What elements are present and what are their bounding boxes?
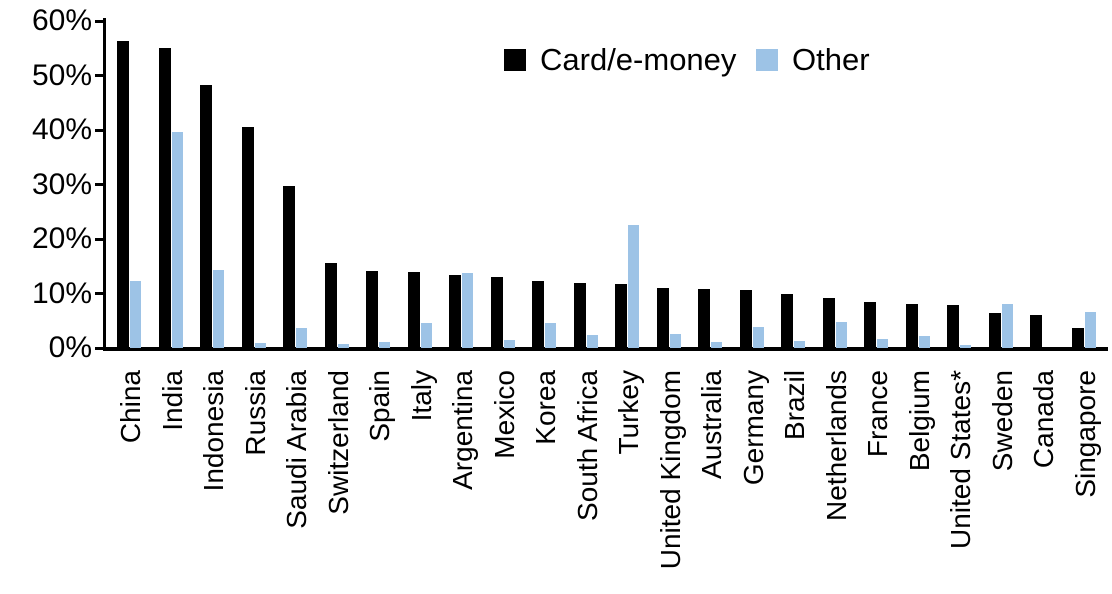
legend-label-card-e-money: Card/e-money — [540, 42, 737, 77]
y-axis-tick-label-40: 40% — [31, 113, 92, 146]
bar-other-china — [130, 280, 141, 348]
bar-card-e-money-saudi-arabia — [283, 185, 295, 348]
x-axis-category-label-korea: Korea — [530, 370, 561, 445]
x-axis-category-label-south-africa: South Africa — [571, 370, 603, 521]
y-axis-tick-mark — [95, 237, 104, 241]
bar-other-united-states — [960, 345, 971, 348]
y-axis-tick-label-0: 0% — [48, 331, 92, 364]
bar-other-germany — [752, 326, 764, 348]
bar-card-e-money-brazil — [781, 293, 793, 348]
bar-card-e-money-india — [158, 48, 171, 348]
bar-other-south-africa — [586, 334, 598, 348]
bar-other-india — [171, 132, 183, 348]
bar-other-spain — [379, 342, 390, 348]
bar-card-e-money-china — [117, 41, 129, 348]
x-axis-category-label-sweden: Sweden — [986, 370, 1018, 472]
bar-card-e-money-sweden — [988, 312, 1001, 348]
y-axis-line — [103, 18, 106, 351]
bar-card-e-money-mexico — [490, 277, 503, 348]
y-axis-tick-mark — [95, 128, 104, 132]
x-axis-category-label-mexico: Mexico — [488, 370, 520, 459]
legend-label-other: Other — [792, 42, 870, 77]
bar-card-e-money-netherlands — [822, 297, 835, 348]
bar-card-e-money-italy — [407, 271, 420, 348]
y-axis-tick-mark — [95, 346, 104, 350]
x-axis-category-label-united-kingdom: United Kingdom — [654, 370, 686, 570]
bar-other-argentina — [462, 273, 473, 348]
x-axis-category-label-france: France — [862, 370, 893, 458]
bar-other-turkey — [628, 224, 639, 348]
x-axis-category-label-switzerland: Switzerland — [322, 370, 354, 515]
bar-card-e-money-canada — [1030, 315, 1042, 348]
bar-card-e-money-spain — [366, 271, 378, 348]
x-axis-category-label-turkey: Turkey — [613, 370, 644, 455]
x-axis-category-label-brazil: Brazil — [779, 370, 810, 441]
x-axis-category-label-russia: Russia — [239, 370, 271, 456]
y-axis-tick-mark — [95, 19, 104, 23]
bar-card-e-money-belgium — [905, 303, 918, 348]
bar-card-e-money-south-africa — [573, 283, 586, 348]
x-axis-category-label-china: China — [115, 370, 146, 444]
bar-other-singapore — [1084, 312, 1096, 348]
bar-card-e-money-argentina — [449, 274, 461, 348]
bar-other-saudi-arabia — [296, 327, 307, 348]
x-axis-category-label-india: India — [156, 370, 188, 431]
bar-other-brazil — [794, 341, 805, 348]
bar-card-e-money-united-kingdom — [656, 288, 669, 348]
x-axis-category-label-saudi-arabia: Saudi Arabia — [281, 370, 312, 529]
y-axis-tick-mark — [95, 74, 104, 77]
bar-card-e-money-russia — [241, 126, 254, 348]
bar-other-sweden — [1001, 303, 1013, 348]
bar-other-switzerland — [337, 343, 349, 348]
y-axis-tick-mark — [95, 292, 104, 295]
bar-card-e-money-united-states — [947, 305, 959, 348]
bar-card-e-money-france — [864, 301, 876, 348]
bar-card-e-money-singapore — [1071, 327, 1084, 348]
bar-card-e-money-indonesia — [200, 84, 212, 348]
x-axis-category-label-australia: Australia — [696, 370, 727, 479]
bar-card-e-money-turkey — [615, 284, 627, 348]
x-axis-category-label-italy: Italy — [405, 370, 437, 422]
bar-other-korea — [545, 322, 556, 348]
bar-other-belgium — [918, 336, 930, 348]
bar-card-e-money-switzerland — [324, 262, 337, 348]
x-axis-category-label-germany: Germany — [737, 370, 769, 486]
other-swatch-icon — [756, 48, 778, 71]
bar-other-italy — [420, 323, 432, 348]
y-axis-tick-label-30: 30% — [31, 167, 92, 201]
bar-other-netherlands — [835, 321, 847, 348]
bar-card-e-money-germany — [739, 289, 752, 348]
y-axis-tick-label-10: 10% — [31, 276, 92, 310]
x-axis-category-label-argentina: Argentina — [447, 370, 478, 490]
x-axis-category-label-belgium: Belgium — [903, 370, 935, 472]
y-axis-tick-mark — [95, 183, 104, 186]
x-axis-category-label-canada: Canada — [1028, 370, 1059, 469]
x-axis-category-label-singapore: Singapore — [1069, 370, 1101, 498]
x-axis-category-label-netherlands: Netherlands — [820, 370, 852, 521]
y-axis-tick-label-50: 50% — [31, 58, 92, 92]
x-axis-category-label-indonesia: Indonesia — [198, 370, 229, 492]
card-e-money-swatch-icon — [504, 48, 526, 71]
legend-item-other: Other — [756, 44, 870, 75]
bar-other-russia — [254, 342, 266, 348]
x-axis-category-label-spain: Spain — [364, 370, 395, 442]
bar-other-australia — [711, 342, 722, 348]
x-axis-category-label-united-states: United States* — [945, 370, 976, 549]
bar-other-united-kingdom — [669, 334, 681, 348]
y-axis-tick-label-60: 60% — [31, 4, 92, 37]
bar-card-e-money-korea — [532, 280, 544, 348]
y-axis-tick-label-20: 20% — [31, 222, 92, 255]
bar-card-e-money-australia — [698, 288, 710, 348]
bar-other-france — [877, 338, 888, 348]
legend-item-card-e-money: Card/e-money — [504, 44, 736, 75]
bar-other-mexico — [503, 339, 515, 348]
bar-other-indonesia — [213, 269, 224, 348]
x-axis-line — [103, 347, 1108, 351]
